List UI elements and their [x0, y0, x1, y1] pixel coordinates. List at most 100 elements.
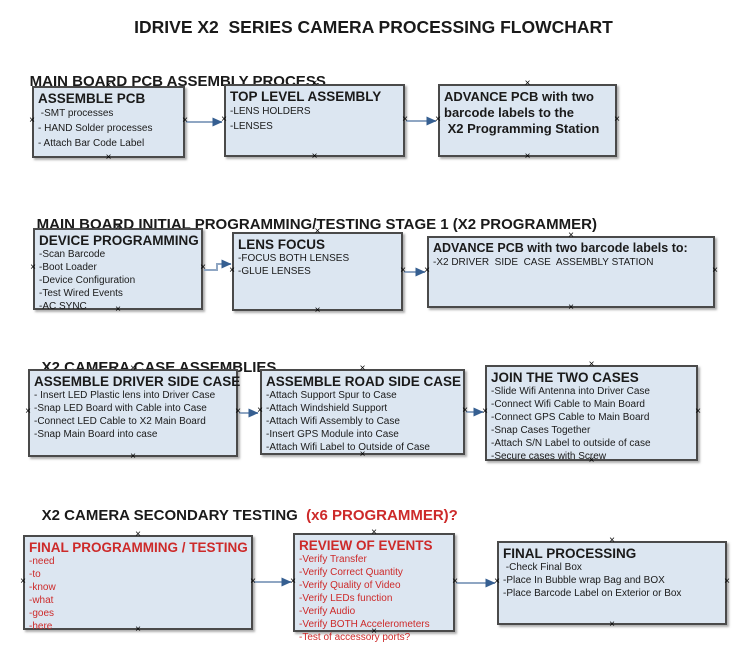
flow-box-final-processing[interactable]: FINAL PROCESSING -Check Final Box -Place …: [494, 536, 730, 630]
box-items: -LENS HOLDERS -LENSES: [230, 104, 399, 134]
flow-box-top-level-assembly[interactable]: TOP LEVEL ASSEMBLY -LENS HOLDERS -LENSES …: [221, 79, 408, 162]
flow-box-assemble-road-side-case[interactable]: ASSEMBLE ROAD SIDE CASE -Attach Support …: [257, 364, 468, 460]
box-item: -Connect Wifi Cable to Main Board: [491, 399, 645, 410]
box-item: -Test Wired Events: [39, 288, 123, 299]
box-item: -X2 DRIVER SIDE CASE ASSEMBLY STATION: [433, 257, 654, 268]
box-item: -know: [29, 582, 56, 593]
box-item: -LENSES: [230, 121, 273, 132]
connection-point-icon: ×: [20, 575, 26, 587]
section-heading-text: X2 CAMERA SECONDARY TESTING: [41, 507, 298, 524]
box-item: -Secure cases with Screw: [491, 451, 607, 462]
flow-box-lens-focus[interactable]: LENS FOCUS -FOCUS BOTH LENSES -GLUE LENSE…: [229, 227, 406, 316]
box-item: -Verify Audio: [299, 606, 356, 617]
box-item: -Place In Bubble wrap Bag and BOX: [503, 575, 665, 586]
connection-point-icon: ×: [311, 151, 318, 162]
flow-box-advance-pcb-programming-station[interactable]: ADVANCE PCB with two barcode labels to t…: [435, 79, 620, 162]
box-title: ADVANCE PCB with two barcode labels to:: [433, 241, 688, 255]
connection-point-icon: ×: [29, 115, 35, 126]
box-item: -Snap Main Board into case: [34, 429, 158, 440]
box-items: -SMT processes - HAND Solder processes - A…: [38, 106, 179, 151]
box-items: -Scan Barcode -Boot Loader -Device Configu…: [39, 248, 197, 313]
connection-point-icon: ×: [235, 406, 241, 417]
connection-point-icon: ×: [221, 113, 227, 125]
connection-point-icon: ×: [182, 115, 188, 126]
box-item: -Boot Loader: [39, 262, 97, 273]
connection-point-icon: ×: [400, 264, 406, 276]
connection-point-icon: ×: [371, 626, 377, 637]
connection-point-icon: ×: [724, 576, 730, 587]
connection-point-icon: ×: [229, 264, 235, 276]
connection-point-icon: ×: [614, 113, 620, 125]
box-item: -Verify LEDs function: [299, 593, 393, 604]
box-title: JOIN THE TWO CASES: [491, 370, 639, 385]
connection-point-icon: ×: [452, 575, 458, 587]
section-heading-red-suffix: (x6 PROGRAMMER)?: [297, 507, 458, 524]
box-item: -Attach Support Spur to Case: [266, 390, 397, 401]
connection-point-icon: ×: [424, 265, 430, 276]
box-item: -Slide Wifi Antenna into Driver Case: [491, 386, 650, 397]
connection-point-icon: ×: [482, 406, 488, 417]
box-item: -need: [29, 556, 55, 567]
flow-box-assemble-pcb[interactable]: ASSEMBLE PCB -SMT processes - HAND Solder…: [29, 81, 188, 163]
box-title: ASSEMBLE DRIVER SIDE CASE: [34, 374, 241, 389]
connection-point-icon: ×: [257, 405, 263, 416]
box-title: REVIEW OF EVENTS: [299, 538, 433, 553]
connector-arrow[interactable]: [204, 259, 232, 271]
box-item: -Insert GPS Module into Case: [266, 429, 399, 440]
box-item: -Attach Wifi Assembly to Case: [266, 416, 400, 427]
box-items: -Verify Transfer -Verify Correct Quantity…: [299, 553, 449, 644]
box-item: -Snap LED Board with Cable into Case: [34, 403, 207, 414]
section-heading-secondary-testing: X2 CAMERA SECONDARY TESTING (x6 PROGRAMM…: [25, 490, 458, 541]
box-items: -need -to -know -what -goes -here: [29, 555, 247, 633]
connection-point-icon: ×: [712, 265, 718, 276]
box-item: -Verify BOTH Accelerometers: [299, 619, 430, 630]
flow-box-final-programming-testing[interactable]: FINAL PROGRAMMING / TESTING -need -to -kno…: [20, 530, 256, 635]
box-item: -Device Configuration: [39, 275, 136, 286]
connection-point-icon: ×: [462, 405, 468, 416]
box-item: -Place Barcode Label on Exterior or Box: [503, 588, 682, 599]
box-items: -Check Final Box -Place In Bubble wrap Ba…: [503, 561, 721, 600]
connection-point-icon: ×: [135, 529, 141, 540]
connection-point-icon: ×: [524, 78, 531, 89]
flow-box-assemble-driver-side-case[interactable]: ASSEMBLE DRIVER SIDE CASE - Insert LED P…: [25, 364, 241, 462]
connection-point-icon: ×: [130, 363, 136, 374]
flow-box-review-of-events[interactable]: REVIEW OF EVENTS -Verify Transfer -Verify…: [290, 528, 458, 644]
box-items: -Attach Support Spur to Case -Attach Wind…: [266, 389, 459, 454]
connection-point-icon: ×: [568, 302, 574, 313]
box-item: -Test of accessory ports?: [299, 632, 411, 643]
connection-point-icon: ×: [435, 113, 441, 125]
flow-box-join-the-two-cases[interactable]: JOIN THE TWO CASES -Slide Wifi Antenna i…: [482, 360, 701, 466]
box-items: -Slide Wifi Antenna into Driver Case -Con…: [491, 385, 692, 463]
box-item: -here: [29, 621, 53, 632]
box-item: -Verify Correct Quantity: [299, 567, 403, 578]
connection-point-icon: ×: [609, 619, 615, 630]
box-item: -Attach Windshield Support: [266, 403, 388, 414]
box-item: -Connect GPS Cable to Main Board: [491, 412, 650, 423]
flowchart-title: IDRIVE X2 SERIES CAMERA PROCESSING FLOWC…: [134, 17, 613, 37]
box-title: LENS FOCUS: [238, 237, 326, 252]
box-item: -goes: [29, 608, 55, 619]
box-title: ASSEMBLE PCB: [38, 91, 146, 106]
box-item: - HAND Solder processes: [38, 123, 153, 134]
connection-point-icon: ×: [105, 80, 112, 91]
box-title: ASSEMBLE ROAD SIDE CASE: [266, 374, 462, 389]
connection-point-icon: ×: [115, 304, 121, 315]
connection-point-icon: ×: [130, 451, 136, 462]
box-item: -Attach Wifi Label to Outside of Case: [266, 442, 430, 453]
connection-point-icon: ×: [588, 455, 595, 466]
flow-box-advance-pcb-driver-side[interactable]: ADVANCE PCB with two barcode labels to: …: [424, 231, 718, 313]
box-items: -X2 DRIVER SIDE CASE ASSEMBLY STATION: [433, 256, 709, 269]
box-item: -Attach S/N Label to outside of case: [491, 438, 651, 449]
flow-box-device-programming[interactable]: DEVICE PROGRAMMING -Scan Barcode -Boot Lo…: [30, 223, 206, 315]
box-item: -FOCUS BOTH LENSES: [238, 253, 350, 264]
connection-point-icon: ×: [314, 305, 321, 316]
connection-point-icon: ×: [568, 230, 574, 241]
box-item: -Check Final Box: [503, 562, 582, 573]
connection-point-icon: ×: [402, 113, 408, 125]
connection-point-icon: ×: [290, 575, 296, 587]
box-items: - Insert LED Plastic lens into Driver Ca…: [34, 389, 232, 441]
connection-point-icon: ×: [359, 363, 366, 374]
box-item: -Verify Transfer: [299, 554, 367, 565]
box-item: -LENS HOLDERS: [230, 106, 311, 117]
